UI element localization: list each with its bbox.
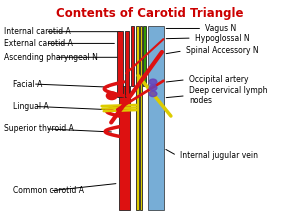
Text: Occipital artery: Occipital artery: [189, 75, 248, 84]
Text: Internal carotid A: Internal carotid A: [4, 27, 70, 36]
Text: Lingual A: Lingual A: [13, 102, 48, 111]
Text: Hypoglossal N: Hypoglossal N: [195, 34, 249, 43]
Bar: [148, 26, 164, 210]
Bar: [130, 26, 134, 86]
Bar: [119, 86, 130, 210]
Text: Spinal Accessory N: Spinal Accessory N: [186, 46, 259, 55]
Text: Contents of Carotid Triangle: Contents of Carotid Triangle: [56, 7, 244, 20]
Text: Common carotid A: Common carotid A: [13, 186, 84, 195]
Text: Ascending pharyngeal N: Ascending pharyngeal N: [4, 53, 98, 62]
Bar: [140, 26, 142, 210]
Text: Deep cervical lymph
nodes: Deep cervical lymph nodes: [189, 86, 267, 105]
Bar: [118, 31, 123, 97]
Bar: [136, 26, 139, 210]
Circle shape: [149, 79, 157, 85]
Bar: [143, 26, 146, 86]
Text: Superior thyroid A: Superior thyroid A: [4, 124, 73, 133]
Text: Facial A: Facial A: [13, 80, 42, 89]
Bar: [125, 31, 129, 97]
Circle shape: [149, 91, 157, 97]
Text: External carotid A: External carotid A: [4, 39, 73, 48]
Circle shape: [106, 92, 117, 100]
Circle shape: [149, 85, 157, 91]
Text: Vagus N: Vagus N: [205, 24, 236, 33]
Text: Internal jugular vein: Internal jugular vein: [180, 151, 258, 160]
